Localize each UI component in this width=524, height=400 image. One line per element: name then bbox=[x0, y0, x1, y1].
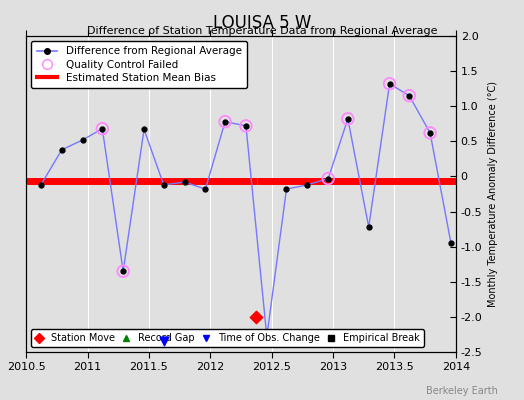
Y-axis label: Monthly Temperature Anomaly Difference (°C): Monthly Temperature Anomaly Difference (… bbox=[488, 81, 498, 307]
Point bbox=[221, 118, 230, 125]
Point bbox=[385, 80, 394, 87]
Point bbox=[252, 314, 260, 320]
Point bbox=[405, 92, 413, 99]
Point bbox=[159, 338, 168, 345]
Text: Difference of Station Temperature Data from Regional Average: Difference of Station Temperature Data f… bbox=[87, 26, 437, 36]
Point bbox=[426, 130, 434, 136]
Point bbox=[98, 126, 106, 132]
Point bbox=[344, 116, 352, 122]
Legend: Station Move, Record Gap, Time of Obs. Change, Empirical Break: Station Move, Record Gap, Time of Obs. C… bbox=[31, 329, 423, 347]
Point bbox=[324, 175, 332, 182]
Point bbox=[242, 123, 250, 129]
Text: LOUISA 5 W: LOUISA 5 W bbox=[213, 14, 311, 32]
Text: Berkeley Earth: Berkeley Earth bbox=[426, 386, 498, 396]
Point bbox=[119, 268, 127, 274]
